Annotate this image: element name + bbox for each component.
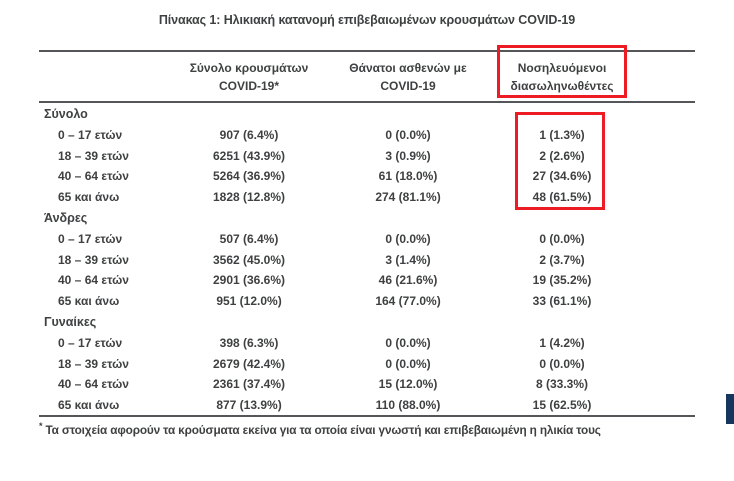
- cell-intubated: 27 (34.6%): [532, 169, 592, 184]
- cell-age-label: 0 – 17 ετών: [58, 336, 123, 351]
- cell-age-label: 18 – 39 ετών: [58, 148, 129, 163]
- cell-cases: 907 (6.4%): [219, 128, 279, 143]
- header-deaths: Θάνατοι ασθενών με COVID-19: [329, 59, 487, 95]
- cell-intubated: 1 (1.3%): [539, 128, 585, 143]
- cell-deaths: 0 (0.0%): [385, 232, 431, 247]
- footnote-text: Τα στοιχεία αφορούν τα κρούσματα εκείνα …: [45, 422, 601, 437]
- header-total-cases-line2: COVID-19*: [218, 78, 280, 93]
- cell-deaths: 0 (0.0%): [385, 128, 431, 143]
- cell-intubated: 8 (33.3%): [535, 377, 589, 392]
- table-row: 0 – 17 ετών 907 (6.4%) 0 (0.0%) 1 (1.3%): [39, 125, 695, 146]
- table-rule-bottom: [39, 415, 695, 417]
- table-row: 18 – 39 ετών 6251 (43.9%) 3 (0.9%) 2 (2.6%): [39, 146, 695, 167]
- cell-age-label: 65 και άνω: [58, 397, 120, 412]
- cell-cases: 5264 (36.9%): [212, 169, 286, 184]
- cell-intubated: 48 (61.5%): [532, 189, 592, 204]
- covid-age-table: Σύνολο κρουσμάτων COVID-19* Θάνατοι ασθε…: [39, 45, 695, 437]
- table-row: 40 – 64 ετών 2361 (37.4%) 15 (12.0%) 8 (33.…: [39, 374, 695, 395]
- table-row: 40 – 64 ετών 2901 (36.6%) 46 (21.6%) 19 (35…: [39, 270, 695, 291]
- cell-cases: 507 (6.4%): [219, 232, 279, 247]
- cell-cases: 2361 (37.4%): [212, 377, 286, 392]
- cell-age-label: 18 – 39 ετών: [58, 356, 129, 371]
- cell-cases: 1828 (12.8%): [212, 189, 286, 204]
- table-rule-header-bottom: [39, 101, 695, 103]
- cell-cases: 951 (12.0%): [216, 293, 282, 308]
- group-heading-row: Σύνολο: [44, 107, 88, 121]
- table-footnote: * Τα στοιχεία αφορούν τα κρούσματα εκείν…: [39, 421, 695, 437]
- header-deaths-line2: COVID-19: [380, 78, 436, 93]
- header-total-cases-line1: Σύνολο κρουσμάτων: [189, 60, 309, 75]
- cell-cases: 398 (6.3%): [219, 336, 279, 351]
- cell-cases: 3562 (45.0%): [212, 252, 286, 267]
- cell-intubated: 2 (2.6%): [539, 148, 585, 163]
- cell-deaths: 3 (0.9%): [385, 148, 431, 163]
- cell-cases: 2679 (42.4%): [212, 356, 286, 371]
- cell-deaths: 0 (0.0%): [385, 356, 431, 371]
- cell-intubated: 15 (62.5%): [532, 397, 592, 412]
- cell-deaths: 110 (88.0%): [375, 397, 441, 412]
- table-row: 65 και άνω 877 (13.9%) 110 (88.0%) 15 (62.5…: [39, 395, 695, 416]
- cell-age-label: 40 – 64 ετών: [58, 273, 129, 288]
- header-intubated-line1: Νοσηλευόμενοι: [517, 60, 607, 75]
- cell-age-label: 65 και άνω: [58, 293, 120, 308]
- table-row: 0 – 17 ετών 398 (6.3%) 0 (0.0%) 1 (4.2%): [39, 333, 695, 354]
- table-title: Πίνακας 1: Ηλικιακή κατανομή επιβεβαιωμέ…: [158, 13, 576, 27]
- header-intubated-line2: διασωληνωθέντες: [510, 78, 614, 93]
- cell-deaths: 0 (0.0%): [385, 336, 431, 351]
- cell-intubated: 33 (61.1%): [532, 293, 592, 308]
- cell-age-label: 65 και άνω: [58, 189, 120, 204]
- cell-cases: 6251 (43.9%): [212, 148, 286, 163]
- table-row: 40 – 64 ετών 5264 (36.9%) 61 (18.0%) 27 (34…: [39, 166, 695, 187]
- table-row: 18 – 39 ετών 3562 (45.0%) 3 (1.4%) 2 (3.7%): [39, 250, 695, 271]
- cell-age-label: 40 – 64 ετών: [58, 169, 129, 184]
- page-edge-bar: [726, 394, 734, 424]
- cell-deaths: 61 (18.0%): [378, 169, 438, 184]
- cell-age-label: 0 – 17 ετών: [58, 232, 123, 247]
- cell-intubated: 0 (0.0%): [539, 356, 585, 371]
- table-row: 65 και άνω 1828 (12.8%) 274 (81.1%) 48 (61.…: [39, 187, 695, 208]
- table-row: 0 – 17 ετών 507 (6.4%) 0 (0.0%) 0 (0.0%): [39, 229, 695, 250]
- cell-age-label: 0 – 17 ετών: [58, 128, 123, 143]
- table-row: 18 – 39 ετών 2679 (42.4%) 0 (0.0%) 0 (0.0%): [39, 354, 695, 375]
- footnote-asterisk: *: [39, 421, 43, 431]
- group-heading-row: Άνδρες: [44, 211, 88, 225]
- cell-deaths: 274 (81.1%): [375, 189, 441, 204]
- header-total-cases: Σύνολο κρουσμάτων COVID-19*: [169, 59, 329, 95]
- cell-cases: 877 (13.9%): [216, 397, 282, 412]
- cell-cases: 2901 (36.6%): [212, 273, 286, 288]
- cell-deaths: 3 (1.4%): [385, 252, 431, 267]
- cell-age-label: 18 – 39 ετών: [58, 252, 129, 267]
- table-row: 65 και άνω 951 (12.0%) 164 (77.0%) 33 (61.1…: [39, 291, 695, 312]
- cell-intubated: 1 (4.2%): [539, 336, 585, 351]
- cell-deaths: 164 (77.0%): [375, 293, 441, 308]
- header-intubated: Νοσηλευόμενοι διασωληνωθέντες: [487, 59, 637, 95]
- cell-deaths: 15 (12.0%): [378, 377, 438, 392]
- table-body: Σύνολο 0 – 17 ετών 907 (6.4%) 0 (0.0%) 1 (1.…: [39, 103, 695, 415]
- header-deaths-line1: Θάνατοι ασθενών με: [349, 60, 467, 75]
- table-header-row: Σύνολο κρουσμάτων COVID-19* Θάνατοι ασθε…: [39, 52, 695, 101]
- cell-intubated: 2 (3.7%): [539, 252, 585, 267]
- cell-age-label: 40 – 64 ετών: [58, 377, 129, 392]
- group-heading-row: Γυναίκες: [44, 315, 97, 329]
- cell-intubated: 0 (0.0%): [539, 232, 585, 247]
- cell-deaths: 46 (21.6%): [378, 273, 438, 288]
- cell-intubated: 19 (35.2%): [532, 273, 592, 288]
- table-rule-top: [39, 50, 695, 52]
